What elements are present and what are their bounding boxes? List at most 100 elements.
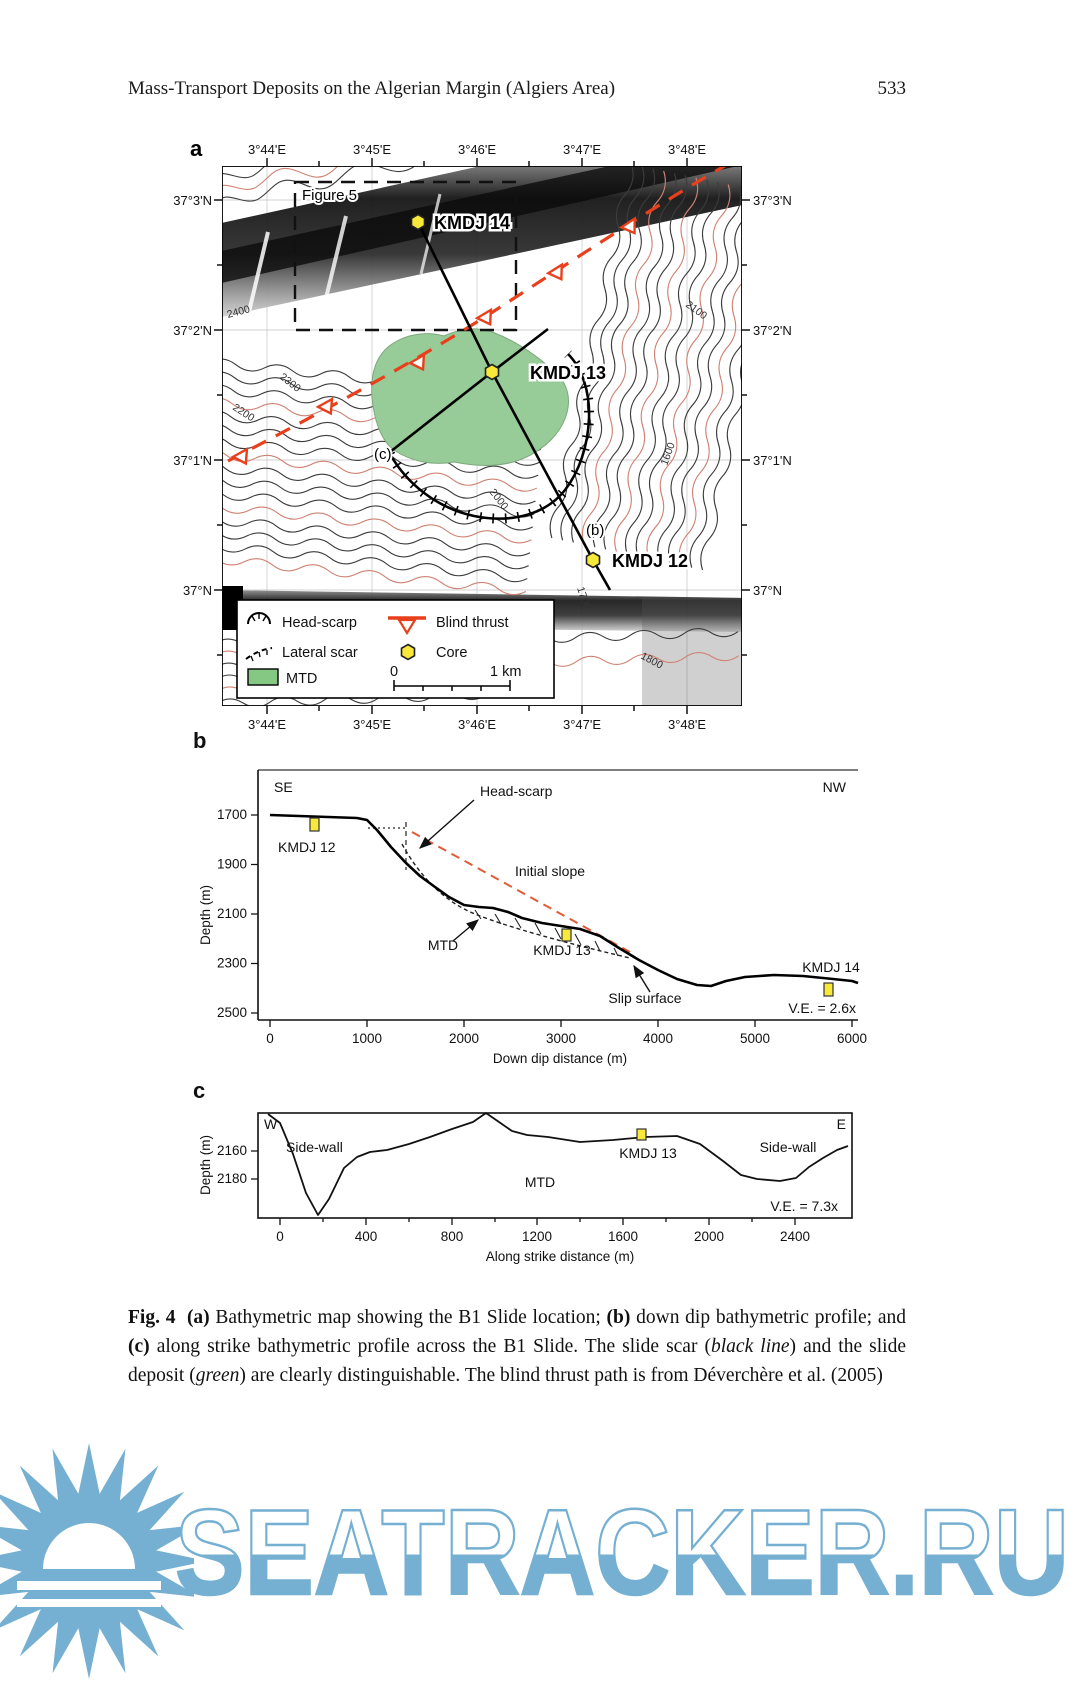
head-scarp-annotation: Head-scarp — [480, 783, 553, 799]
svg-text:2100: 2100 — [217, 906, 247, 921]
caption-text-2: down dip bathymetric profile; and — [630, 1306, 906, 1328]
svg-text:1900: 1900 — [217, 857, 247, 872]
map-lat-labels-left: 37°3'N 37°2'N 37°1'N 37°N — [173, 193, 212, 598]
kmdj13-label-c: KMDJ 13 — [619, 1145, 677, 1161]
along-strike-profile-chart: 2160 2180 0 400 800 1200 1600 2000 2400 Alo… — [198, 1112, 853, 1264]
head-scarp-icon — [247, 612, 271, 625]
legend-head-scarp-label: Head-scarp — [282, 615, 357, 631]
caption-italic-green: green — [195, 1365, 240, 1386]
initial-slope-annotation: Initial slope — [515, 863, 585, 879]
chart-c-ytick-labels: 2160 2180 — [217, 1143, 247, 1186]
core-marker-kmdj13-b — [561, 928, 572, 942]
svg-text:2180: 2180 — [217, 1171, 247, 1186]
running-header: Mass-Transport Deposits on the Algerian … — [128, 78, 906, 100]
svg-text:2300: 2300 — [217, 956, 247, 971]
core-marker-kmdj14-b — [823, 982, 834, 997]
svg-text:3°45'E: 3°45'E — [353, 142, 391, 157]
map-lon-labels-top: 3°44'E 3°45'E 3°46'E 3°47'E 3°48'E — [248, 142, 706, 157]
svg-text:1200: 1200 — [522, 1229, 552, 1244]
svg-text:2400: 2400 — [780, 1229, 810, 1244]
svg-text:2400: 2400 — [226, 303, 252, 321]
core-label-kmdj13: KMDJ 13 — [530, 363, 606, 383]
caption-ref-c: (c) — [128, 1335, 150, 1357]
caption-text-5: ) are clearly distinguishable. The blind… — [239, 1365, 883, 1386]
chart-b-ylabel: Depth (m) — [198, 885, 213, 945]
mtd-swatch-icon — [247, 668, 279, 686]
chart-c-ylabel: Depth (m) — [198, 1135, 213, 1195]
svg-text:0: 0 — [276, 1229, 284, 1244]
ve-label-b: V.E. = 2.6x — [788, 1000, 856, 1016]
core-marker-kmdj13-c — [636, 1128, 647, 1141]
svg-text:3°48'E: 3°48'E — [668, 717, 706, 732]
svg-text:37°3'N: 37°3'N — [753, 193, 792, 208]
watermark-sun-icon — [0, 1443, 194, 1679]
svg-text:800: 800 — [441, 1229, 464, 1244]
svg-text:2500: 2500 — [217, 1005, 247, 1020]
panel-c-label: c — [193, 1078, 206, 1103]
svg-text:37°3'N: 37°3'N — [173, 193, 212, 208]
seafloor-profile-b — [269, 813, 859, 988]
mtd-annotation-b: MTD — [428, 937, 458, 953]
map-lat-labels-right: 37°3'N 37°2'N 37°1'N 37°N — [753, 193, 792, 598]
down-dip-profile-chart: 1700 1900 2100 2300 2500 0 1000 2000 3000 … — [198, 769, 867, 1066]
chart-b-nw-label: NW — [823, 779, 847, 795]
lateral-scar-icon — [245, 647, 273, 662]
caption-ref-b: (b) — [606, 1306, 631, 1328]
scalebar — [393, 680, 511, 691]
chart-b-yticks — [251, 814, 258, 1014]
core-marker-kmdj12-b — [309, 817, 320, 832]
page-number: 533 — [877, 78, 907, 99]
sun-stripe-1 — [17, 1581, 161, 1590]
running-title: Mass-Transport Deposits on the Algerian … — [128, 78, 616, 99]
chart-b-xlabel: Down dip distance (m) — [493, 1051, 627, 1066]
scalebar-one-km: 1 km — [490, 664, 521, 680]
chart-b-xticks — [269, 1020, 853, 1027]
svg-text:3000: 3000 — [546, 1031, 576, 1046]
core-kmdj14 — [410, 213, 426, 231]
svg-text:400: 400 — [355, 1229, 378, 1244]
chart-b-axes — [257, 770, 858, 1021]
caption-ref-a: (a) — [186, 1306, 210, 1328]
svg-text:3°46'E: 3°46'E — [458, 717, 496, 732]
core-label-kmdj14: KMDJ 14 — [434, 213, 510, 233]
ve-label-c: V.E. = 7.3x — [770, 1198, 838, 1214]
initial-slope-line — [411, 831, 631, 953]
svg-text:37°2'N: 37°2'N — [753, 323, 792, 338]
svg-text:3°44'E: 3°44'E — [248, 142, 286, 157]
svg-text:0: 0 — [266, 1031, 274, 1046]
map-legend: Head-scarp Lateral scar MTD Blind thrust… — [236, 599, 555, 699]
sun-stripe-2 — [17, 1599, 161, 1607]
scalebar-zero: 0 — [390, 664, 398, 680]
figure5-label: Figure 5 — [302, 187, 357, 204]
caption-text-3: along strike bathymetric profile across … — [149, 1335, 712, 1357]
chart-c-xtick-labels: 0 400 800 1200 1600 2000 2400 — [276, 1229, 810, 1244]
legend-core-label: Core — [436, 645, 467, 661]
mtd-arrow — [452, 919, 479, 942]
kmdj13-label-b: KMDJ 13 — [533, 942, 591, 958]
legend-mtd-label: MTD — [286, 671, 317, 687]
caption-text-4: ) and the slide deposit ( — [128, 1335, 907, 1386]
map-lon-labels-bottom: 3°44'E 3°45'E 3°46'E 3°47'E 3°48'E — [248, 717, 706, 732]
slip-surface-annotation: Slip surface — [608, 990, 681, 1006]
caption-text-1: Bathymetric map showing the B1 Slide loc… — [209, 1306, 607, 1328]
map-axis-ticks — [214, 158, 750, 714]
legend-blind-thrust-label: Blind thrust — [436, 615, 509, 631]
chart-b-ytick-labels: 1700 1900 2100 2300 2500 — [217, 807, 247, 1020]
figure-caption: Fig. 4 (a) Bathymetric map showing the B… — [128, 1303, 906, 1391]
kmdj14-label-b: KMDJ 14 — [802, 959, 860, 975]
profile-b-track — [416, 221, 612, 591]
core-kmdj13 — [484, 363, 500, 381]
svg-text:4000: 4000 — [643, 1031, 673, 1046]
legend-lateral-scar-label: Lateral scar — [282, 645, 358, 661]
svg-text:1700: 1700 — [217, 807, 247, 822]
chart-c-xlabel: Along strike distance (m) — [486, 1249, 635, 1264]
svg-text:6000: 6000 — [837, 1031, 867, 1046]
svg-text:3°44'E: 3°44'E — [248, 717, 286, 732]
svg-text:37°1'N: 37°1'N — [753, 453, 792, 468]
head-scarp-construction — [368, 822, 407, 870]
panel-a-label: a — [190, 136, 203, 161]
svg-text:37°N: 37°N — [753, 583, 782, 598]
chart-c-frame — [257, 1112, 853, 1219]
head-scarp-arrow — [419, 799, 475, 849]
profile-b-ref: (b) — [586, 522, 604, 539]
